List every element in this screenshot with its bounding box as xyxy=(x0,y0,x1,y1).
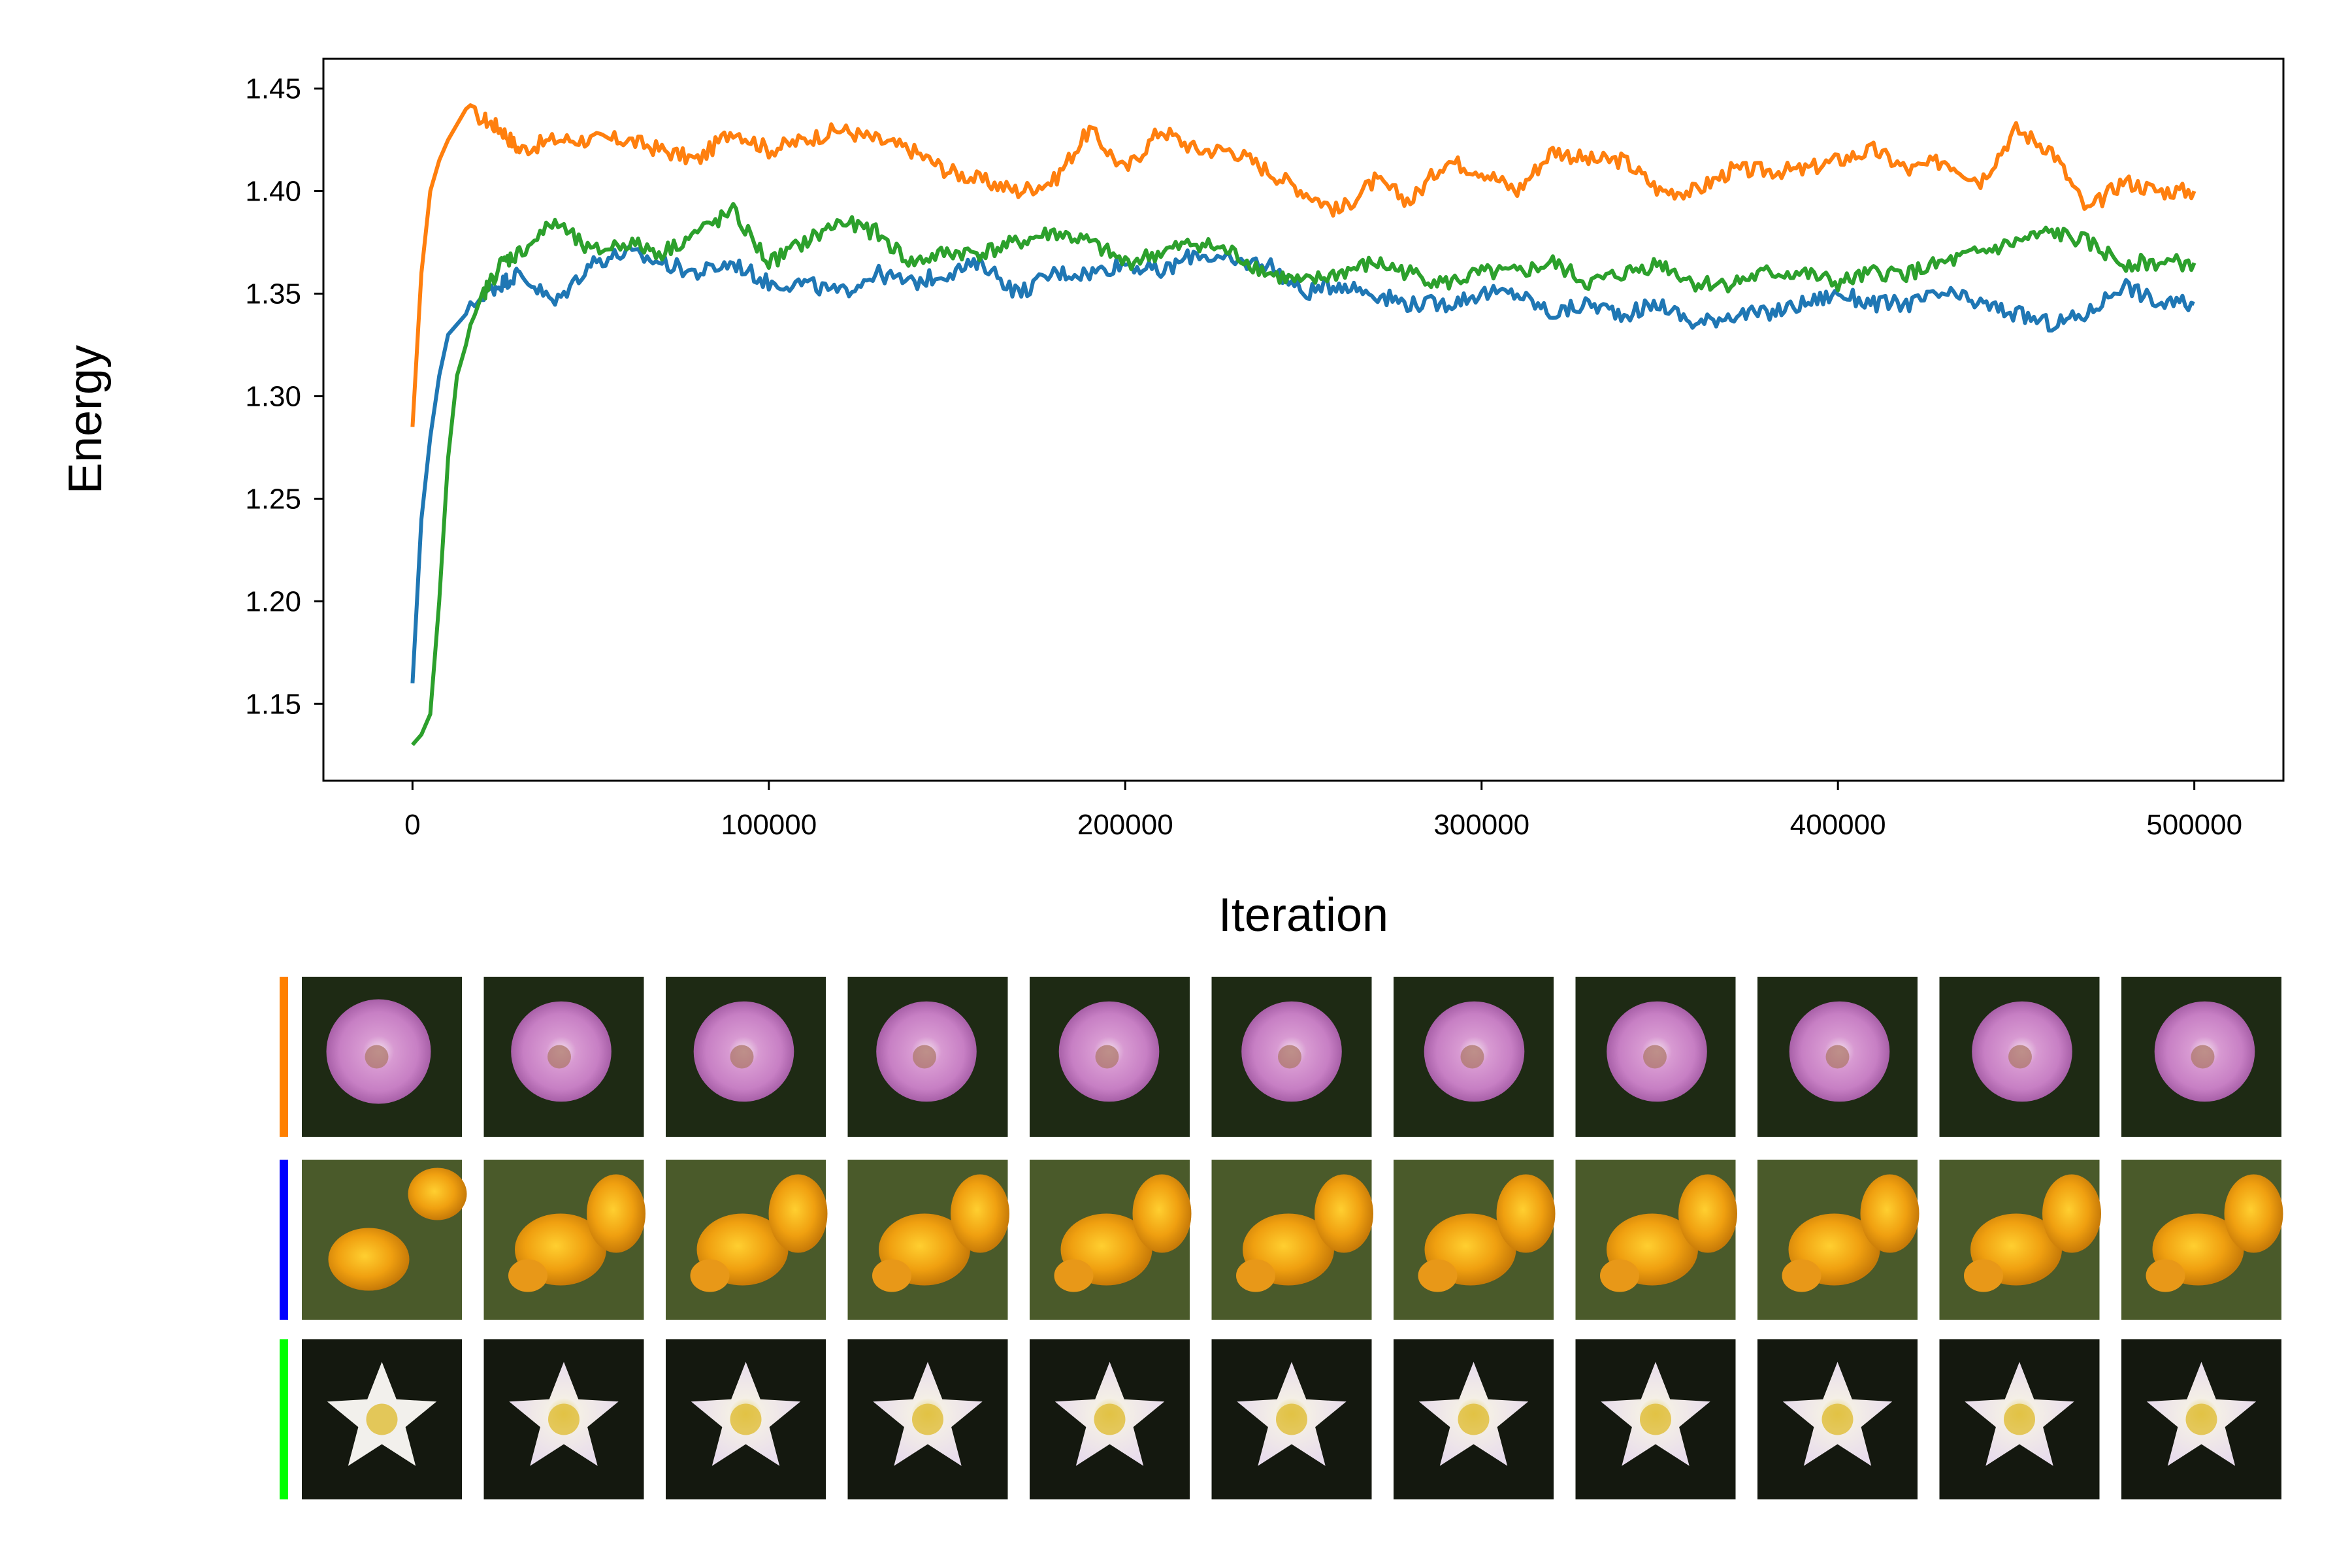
sample-image-blue xyxy=(1939,1160,2101,1320)
sample-image-orange xyxy=(1757,977,1918,1137)
sample-image-orange xyxy=(302,977,462,1137)
sample-image-green xyxy=(666,1339,826,1499)
sample-image-green xyxy=(1939,1339,2100,1499)
sample-image-green xyxy=(1394,1339,1554,1499)
sample-image-orange xyxy=(2121,977,2281,1137)
sample-image-green xyxy=(1575,1339,1736,1499)
x-tick-label: 100000 xyxy=(721,809,817,841)
series-line-green xyxy=(411,202,2197,747)
sample-image-orange xyxy=(483,977,644,1137)
sample-image-green xyxy=(847,1339,1008,1499)
y-tick-label: 1.15 xyxy=(245,688,301,720)
sample-image-blue xyxy=(1030,1160,1192,1320)
sample-image-orange xyxy=(1394,977,1554,1137)
sample-image-blue xyxy=(1757,1160,1919,1320)
series-layer xyxy=(410,103,2197,747)
x-tick-label: 300000 xyxy=(1433,809,1529,841)
series-line-orange xyxy=(410,103,2197,427)
x-axis-ticks: 0 100000 200000 300000 400000 500000 xyxy=(404,781,2242,841)
y-axis-ticks: 1.15 1.20 1.25 1.30 1.35 1.40 1.45 xyxy=(245,73,323,720)
series-line-blue xyxy=(410,244,2195,684)
sample-image-orange xyxy=(1939,977,2100,1137)
row-marker-green xyxy=(280,1339,288,1499)
sample-image-green xyxy=(1211,1339,1372,1499)
sample-image-blue xyxy=(2121,1160,2283,1320)
y-tick-label: 1.20 xyxy=(245,585,301,617)
sample-image-blue xyxy=(1394,1160,1556,1320)
sample-image-blue xyxy=(302,1160,467,1320)
y-tick-label: 1.45 xyxy=(245,73,301,105)
x-tick-label: 0 xyxy=(404,809,420,841)
y-tick-label: 1.40 xyxy=(245,175,301,207)
row-marker-blue xyxy=(280,1160,288,1320)
y-tick-label: 1.35 xyxy=(245,278,301,310)
sample-image-orange xyxy=(666,977,826,1137)
x-tick-label: 400000 xyxy=(1790,809,1886,841)
y-tick-label: 1.25 xyxy=(245,483,301,515)
sample-image-green xyxy=(2121,1339,2281,1499)
row-marker-orange xyxy=(280,977,288,1137)
sample-image-blue xyxy=(483,1160,645,1320)
x-tick-label: 200000 xyxy=(1077,809,1173,841)
y-axis-label: Energy xyxy=(59,345,112,494)
sample-image-orange xyxy=(847,977,1008,1137)
image-grid xyxy=(280,977,2283,1499)
y-tick-label: 1.30 xyxy=(245,380,301,412)
energy-chart: 0 100000 200000 300000 400000 500000 1.15 1.20… xyxy=(59,57,2285,941)
sample-image-blue xyxy=(847,1160,1009,1320)
sample-image-blue xyxy=(1575,1160,1737,1320)
sample-image-orange xyxy=(1211,977,1372,1137)
sample-image-green xyxy=(1030,1339,1190,1499)
sample-image-green xyxy=(1757,1339,1918,1499)
sample-image-orange xyxy=(1575,977,1736,1137)
sample-image-green xyxy=(483,1339,644,1499)
sample-image-blue xyxy=(1211,1160,1373,1320)
sample-image-orange xyxy=(1030,977,1190,1137)
sample-image-green xyxy=(302,1339,462,1499)
x-tick-label: 500000 xyxy=(2146,809,2242,841)
x-axis-label: Iteration xyxy=(1218,889,1388,941)
sample-image-blue xyxy=(666,1160,828,1320)
plot-frame xyxy=(322,57,2285,782)
